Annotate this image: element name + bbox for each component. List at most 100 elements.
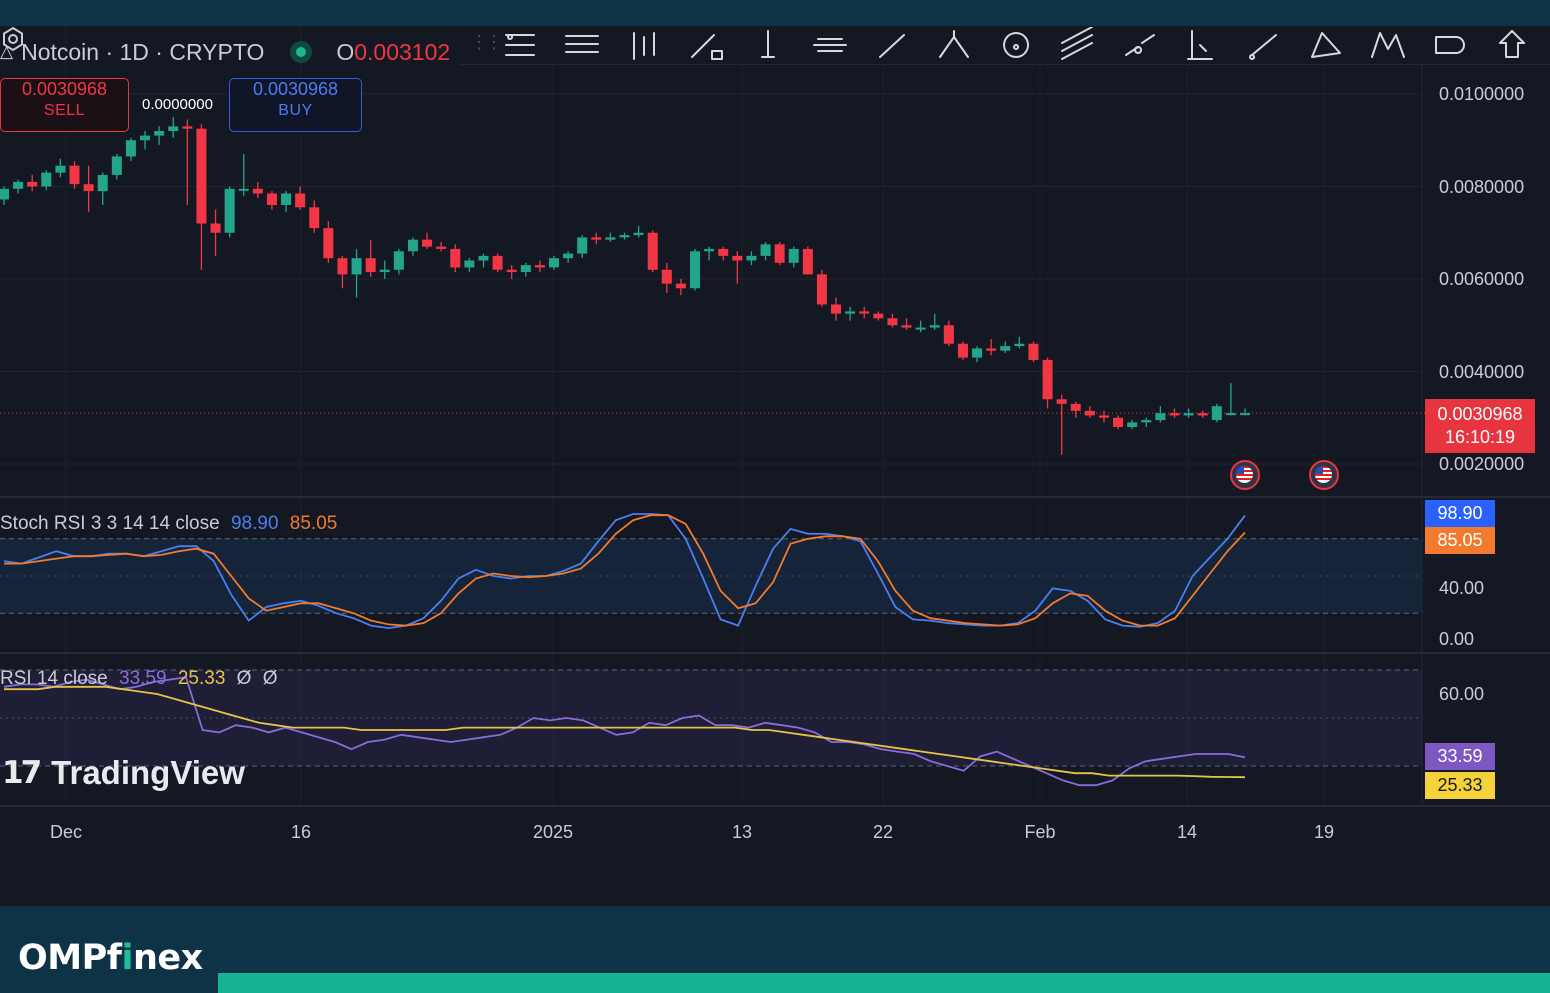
date-axis-label: 19 (1313, 822, 1335, 842)
candle-body (224, 188, 235, 233)
buy-button[interactable]: 0.0030968 BUY (229, 78, 362, 132)
pitchfork-icon[interactable] (929, 26, 979, 62)
candle-body (140, 135, 151, 141)
ray-icon[interactable] (867, 26, 917, 62)
shapes-icon[interactable] (1425, 26, 1475, 62)
cycle-icon[interactable] (991, 26, 1041, 62)
stoch-k-line (3, 513, 1246, 630)
candle-body (816, 274, 827, 305)
symbol-header[interactable]: △ Notcoin · 1D · CRYPTO O 0.003102 (0, 38, 450, 66)
stoch-rsi-label: Stoch RSI 3 3 14 14 close (0, 513, 220, 534)
candle-body (97, 174, 108, 192)
candle-body (1070, 403, 1081, 411)
toolbar-grip-icon[interactable]: ⋮⋮ (470, 32, 503, 52)
candle-body (957, 343, 968, 358)
sell-button[interactable]: 0.0030968 SELL (0, 78, 129, 132)
logo-part-b: i (121, 938, 133, 978)
candle-body (774, 244, 785, 263)
candle-body (887, 318, 898, 326)
candle-body (746, 255, 757, 261)
triangle-pattern-icon[interactable] (1301, 26, 1351, 62)
stoch-d-badge: 85.05 (1425, 527, 1495, 554)
price-axis-label: 0.0080000 (1439, 177, 1525, 197)
stoch-d-value: 85.05 (289, 513, 338, 534)
candle-body (760, 244, 771, 256)
candle-body (534, 265, 545, 268)
us-flag-event-icon[interactable] (1230, 460, 1260, 490)
pattern-icon[interactable] (619, 26, 669, 62)
candle-body (1211, 406, 1222, 421)
rsi-ma-line (4, 685, 1246, 779)
buy-label: BUY (278, 102, 313, 119)
symbol-title[interactable]: Notcoin · 1D · CRYPTO (21, 38, 265, 65)
vertical-line-icon[interactable] (743, 26, 793, 62)
candle-body (27, 181, 38, 187)
rsi-value-badge: 33.59 (1425, 743, 1495, 770)
candle-body (365, 258, 376, 273)
ompfinex-logo: OMPfinex (18, 938, 203, 978)
candle-body (309, 207, 320, 229)
bar-countdown: 16:10:19 (1444, 427, 1516, 447)
candle-body (873, 313, 884, 319)
candle-body (647, 232, 658, 270)
top-band (0, 0, 1550, 26)
trend-lines-icon[interactable] (495, 26, 545, 62)
chart-area[interactable]: △ Notcoin · 1D · CRYPTO O 0.003102 ⋮⋮ 0.… (0, 26, 1550, 906)
candle-body (605, 237, 616, 240)
market-open-icon (290, 41, 313, 63)
anchored-line-icon[interactable] (1177, 26, 1227, 62)
candle-body (281, 193, 292, 205)
chart-svg (0, 26, 1550, 807)
measure-icon[interactable] (681, 26, 731, 62)
stoch-axis-label: 0.00 (1439, 629, 1475, 649)
candle-body (1141, 420, 1152, 423)
arrow-up-icon[interactable] (1487, 26, 1537, 62)
parallel-channel-icon[interactable] (1053, 26, 1103, 62)
date-axis-label: 2025 (532, 822, 574, 842)
candle-body (1098, 415, 1109, 418)
stoch-band-fill (0, 538, 1422, 614)
settings-gear-icon[interactable] (0, 26, 26, 52)
candle-body (1014, 343, 1025, 347)
candle-body (13, 181, 24, 189)
candle-body (125, 140, 136, 157)
info-line-icon[interactable] (1239, 26, 1289, 62)
candle-body (1042, 359, 1053, 400)
candle-body (1056, 399, 1067, 404)
sell-label: SELL (43, 102, 86, 119)
candle-body (210, 223, 221, 233)
candle-body (619, 235, 630, 238)
us-flag-event-icon[interactable] (1309, 460, 1339, 490)
date-axis-label: 13 (731, 822, 753, 842)
candle-body (845, 311, 856, 314)
watermark-text: TradingView (51, 754, 245, 791)
regression-icon[interactable] (1115, 26, 1165, 62)
xabcd-icon[interactable] (1363, 26, 1413, 62)
stoch-k-badge: 98.90 (1425, 500, 1495, 527)
logo-part-c: nex (132, 938, 203, 978)
drawing-toolbar: ⋮⋮ (460, 26, 1550, 65)
rsi-extra-2: Ø (262, 668, 278, 689)
date-axis-label: Feb (1024, 822, 1056, 842)
rsi-legend[interactable]: RSI 14 close 33.59 25.33 Ø Ø (0, 668, 284, 690)
candle-body (351, 258, 362, 275)
candle-body (1084, 410, 1095, 416)
candle-body (520, 265, 531, 273)
candle-body (182, 126, 193, 129)
candle-body (1028, 343, 1039, 360)
stoch-rsi-legend[interactable]: Stoch RSI 3 3 14 14 close 98.90 85.05 (0, 513, 343, 535)
candle-body (266, 193, 277, 205)
collapse-triangle-icon[interactable]: △ (0, 42, 14, 61)
candle-body (238, 188, 249, 191)
spread-value: 0.0000000 (142, 96, 213, 113)
horizontal-ray-icon[interactable] (805, 26, 855, 62)
candle-body (577, 237, 588, 254)
buy-price: 0.0030968 (252, 79, 339, 99)
candle-body (661, 269, 672, 284)
candle-body (929, 325, 940, 328)
stoch-k-value: 98.90 (230, 513, 279, 534)
candle-body (986, 348, 997, 351)
last-price-badge: 0.0030968 16:10:19 (1425, 399, 1535, 453)
footer-banner: OMPfinex (0, 906, 1550, 993)
fib-icon[interactable] (557, 26, 607, 62)
